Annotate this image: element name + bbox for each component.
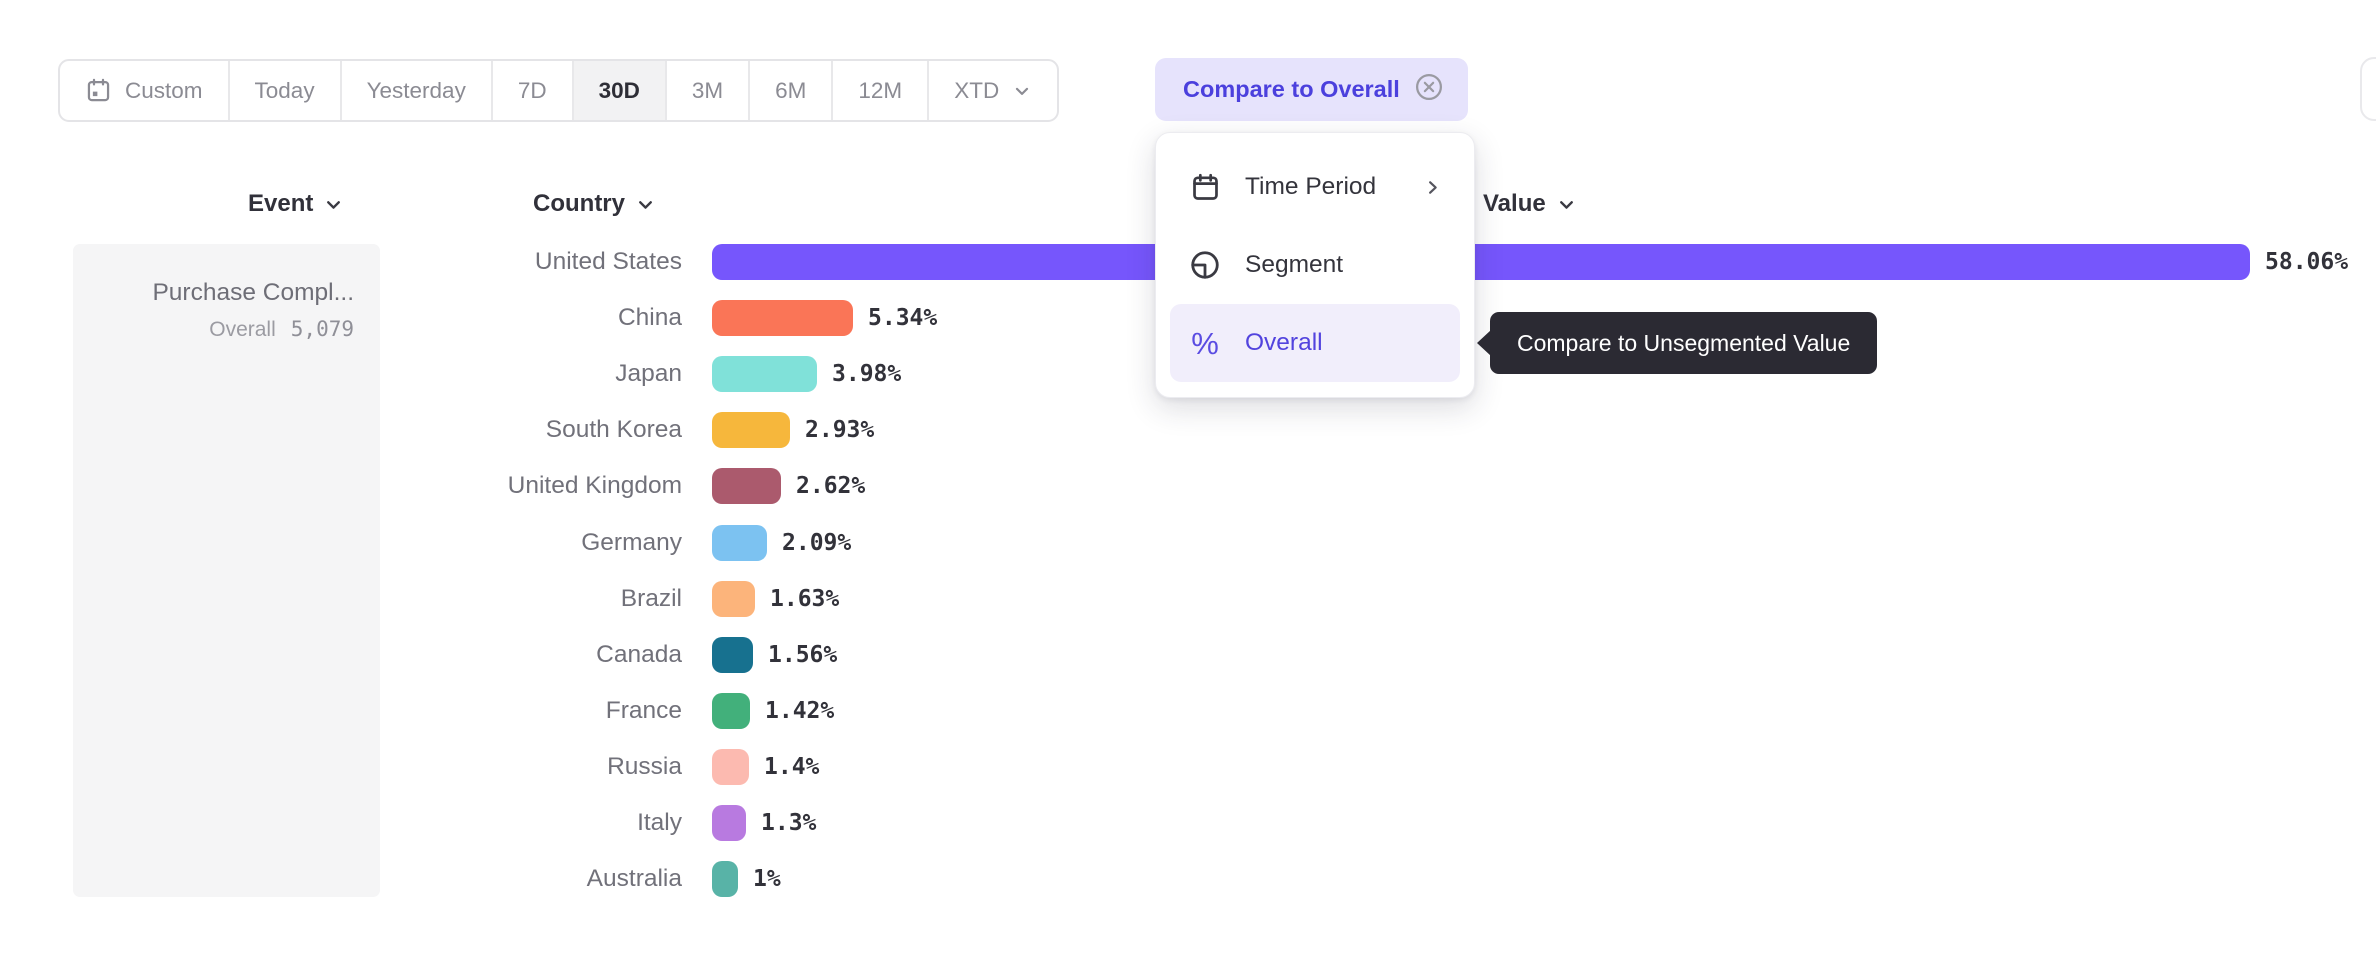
value-label: 1.63% <box>770 586 840 612</box>
chart-row: Canada 1.56% <box>0 637 2376 673</box>
tooltip-arrow-icon <box>1477 330 1491 356</box>
bar[interactable] <box>712 861 738 897</box>
event-name[interactable]: Purchase Compl... <box>152 279 354 306</box>
value-label: 2.09% <box>782 530 852 556</box>
value-label: 1.42% <box>765 698 835 724</box>
chart-row: Germany 2.09% <box>0 525 2376 561</box>
range-xtd-dropdown[interactable]: XTD <box>929 61 1057 120</box>
chart-row: Russia 1.4% <box>0 749 2376 785</box>
country-label: Brazil <box>620 585 682 612</box>
chevron-down-icon <box>327 200 341 209</box>
compare-chip-label: Compare to Overall <box>1183 76 1400 102</box>
country-column-header[interactable]: Country <box>533 186 656 222</box>
country-label: United Kingdom <box>507 472 682 499</box>
bar[interactable] <box>712 356 817 392</box>
chart-row: United Kingdom 2.62% <box>0 468 2376 504</box>
clipped-control <box>2360 57 2376 121</box>
event-overall-row: Overall 5,079 <box>209 317 354 342</box>
value-label: 1.56% <box>768 642 838 668</box>
value-label: 3.98% <box>832 361 902 387</box>
chart-row: Japan 3.98% <box>0 356 2376 392</box>
country-label: Australia <box>586 865 682 892</box>
tooltip: Compare to Unsegmented Value <box>1477 312 1878 374</box>
compare-dropdown-menu: Time Period Segment % Overall <box>1155 132 1475 398</box>
chevron-right-icon <box>1423 178 1442 197</box>
bar[interactable] <box>712 300 853 336</box>
chart-row: Australia 1% <box>0 861 2376 897</box>
range-yesterday-button[interactable]: Yesterday <box>342 61 493 120</box>
bar[interactable] <box>712 525 767 561</box>
bar[interactable] <box>712 693 750 729</box>
country-label: China <box>617 304 682 331</box>
bar[interactable] <box>712 412 790 448</box>
country-label: Canada <box>596 641 682 668</box>
chevron-down-icon <box>639 200 652 209</box>
bar[interactable] <box>712 468 781 504</box>
tooltip-text: Compare to Unsegmented Value <box>1517 329 1851 356</box>
value-label: 1.3% <box>761 810 817 836</box>
range-30d-button[interactable]: 30D <box>573 61 667 120</box>
country-label: Japan <box>615 360 682 387</box>
value-label: 2.93% <box>805 417 875 443</box>
remove-compare-icon[interactable] <box>1414 72 1444 108</box>
bar[interactable] <box>712 637 753 673</box>
date-range-toolbar: Custom Today Yesterday 7D 30D 3M 6M 12M … <box>58 59 1060 122</box>
bar[interactable] <box>712 581 755 617</box>
value-column-header[interactable]: Value <box>1483 186 1577 222</box>
chart-row: Italy 1.3% <box>0 805 2376 841</box>
chart-row: France 1.42% <box>0 693 2376 729</box>
country-label: South Korea <box>545 416 682 443</box>
menu-item-segment[interactable]: Segment <box>1170 226 1460 304</box>
range-12m-button[interactable]: 12M <box>833 61 930 120</box>
bar[interactable] <box>712 244 2250 280</box>
overall-label: Overall <box>209 318 276 341</box>
calendar-icon <box>85 77 112 104</box>
chart-row: United States 58.06% <box>0 244 2376 280</box>
country-label: France <box>605 697 682 724</box>
value-label: 1.4% <box>764 754 820 780</box>
range-3m-button[interactable]: 3M <box>667 61 751 120</box>
country-label: United States <box>534 248 682 275</box>
event-column-header[interactable]: Event <box>248 186 344 222</box>
event-panel[interactable]: Purchase Compl... Overall 5,079 <box>73 244 380 897</box>
bar[interactable] <box>712 749 749 785</box>
overall-value: 5,079 <box>290 317 354 341</box>
range-custom-button[interactable]: Custom <box>60 61 230 120</box>
range-7d-button[interactable]: 7D <box>493 61 574 120</box>
chevron-down-icon <box>1012 81 1032 101</box>
bar[interactable] <box>712 805 746 841</box>
pie-segment-icon <box>1188 249 1222 281</box>
menu-item-time-period[interactable]: Time Period <box>1170 148 1460 226</box>
chart-row: China 5.34% <box>0 300 2376 336</box>
chart-row: Brazil 1.63% <box>0 581 2376 617</box>
compare-to-overall-chip[interactable]: Compare to Overall <box>1155 58 1468 121</box>
value-label: 5.34% <box>868 305 938 331</box>
value-label: 1% <box>753 866 781 892</box>
range-today-button[interactable]: Today <box>230 61 342 120</box>
chevron-down-icon <box>1559 200 1573 209</box>
range-label: Custom <box>125 77 203 103</box>
country-label: Italy <box>637 809 682 836</box>
range-6m-button[interactable]: 6M <box>750 61 834 120</box>
chart-row: South Korea 2.93% <box>0 412 2376 448</box>
calendar-icon <box>1188 172 1222 203</box>
country-label: Russia <box>607 753 682 780</box>
menu-item-overall[interactable]: % Overall <box>1170 304 1460 382</box>
value-label: 2.62% <box>796 473 866 499</box>
value-label: 58.06% <box>2265 249 2349 275</box>
percent-icon: % <box>1191 325 1219 361</box>
country-label: Germany <box>581 529 682 556</box>
